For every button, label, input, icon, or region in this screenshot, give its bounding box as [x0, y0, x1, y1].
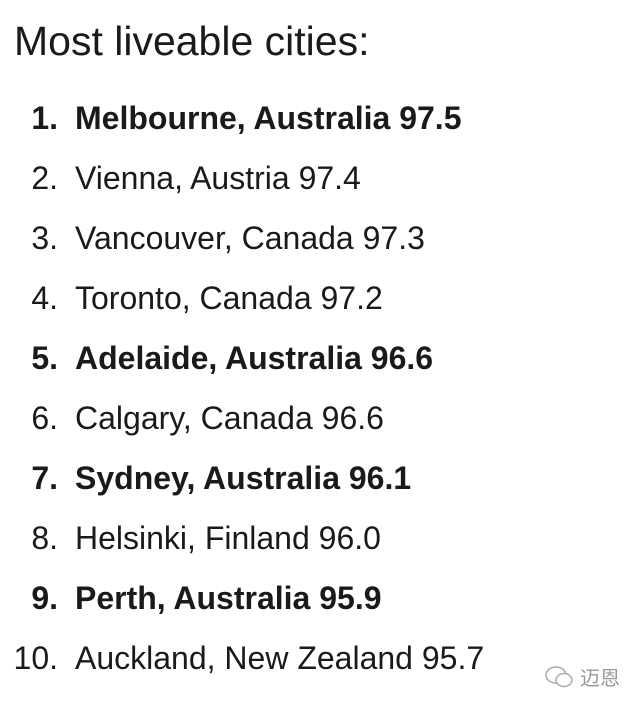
city: Adelaide, Australia	[75, 340, 362, 376]
watermark-text: 迈恩	[580, 668, 620, 690]
city: Auckland, New Zealand	[75, 640, 413, 676]
watermark: 迈恩	[544, 662, 620, 691]
rank: 4.	[31, 280, 58, 316]
score: 95.9	[319, 580, 382, 616]
score: 97.4	[298, 160, 361, 196]
score: 96.1	[348, 460, 412, 496]
score: 96.6	[321, 400, 384, 436]
city: Sydney, Australia	[75, 460, 340, 496]
entry: Toronto, Canada 97.2	[75, 278, 383, 318]
rank: 5.	[31, 340, 58, 376]
entry: Adelaide, Australia 96.6	[75, 338, 433, 378]
rank: 7.	[31, 460, 58, 496]
score: 97.5	[399, 100, 462, 136]
wechat-icon	[545, 665, 573, 687]
city: Calgary, Canada	[75, 400, 313, 436]
entry: Perth, Australia 95.9	[75, 578, 382, 618]
score: 97.2	[320, 280, 383, 316]
entry: Helsinki, Finland 96.0	[75, 518, 381, 558]
score: 96.6	[370, 340, 434, 376]
rank: 8.	[31, 520, 58, 556]
entry: Melbourne, Australia 97.5	[75, 98, 461, 138]
entry: Auckland, New Zealand 95.7	[75, 638, 484, 678]
rank: 3.	[31, 220, 58, 256]
rank: 6.	[31, 400, 58, 436]
rank: 9.	[31, 580, 58, 616]
entry: Sydney, Australia 96.1	[75, 458, 411, 498]
city: Melbourne, Australia	[75, 100, 391, 136]
rank: 2.	[31, 160, 58, 196]
entry: Vienna, Austria 97.4	[75, 158, 361, 198]
entry: Calgary, Canada 96.6	[75, 398, 384, 438]
entry: Vancouver, Canada 97.3	[75, 218, 425, 258]
title: Most liveable cities:	[14, 18, 370, 64]
city: Vienna, Austria	[75, 160, 290, 196]
score: 96.0	[318, 520, 381, 556]
score: 97.3	[362, 220, 425, 256]
city: Perth, Australia	[75, 580, 311, 616]
city: Helsinki, Finland	[75, 520, 310, 556]
city: Vancouver, Canada	[75, 220, 354, 256]
rank: 1.	[31, 100, 58, 136]
rank: 10.	[13, 640, 58, 676]
city: Toronto, Canada	[75, 280, 312, 316]
score: 95.7	[421, 640, 485, 676]
